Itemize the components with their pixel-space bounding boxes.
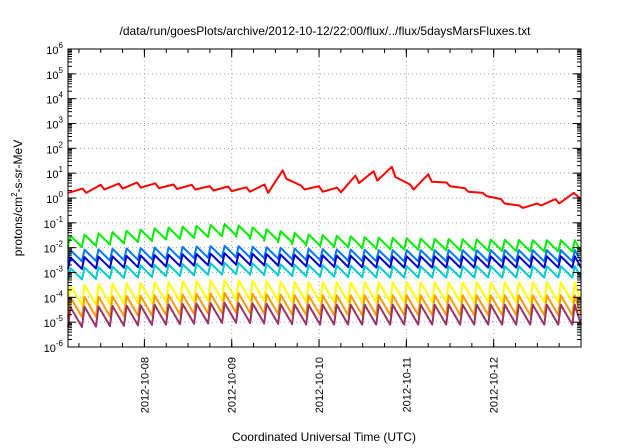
x-tick-label: 2012-10-08 — [139, 357, 151, 413]
y-tick-label: 10-6 — [44, 339, 64, 355]
series-line-1 — [67, 223, 582, 253]
series-line-3 — [67, 252, 582, 270]
x-tick-label: 2012-10-11 — [401, 357, 413, 412]
y-tick-label: 103 — [46, 116, 63, 132]
x-tick-label: 2012-10-10 — [314, 357, 326, 413]
series-line-0 — [67, 165, 582, 209]
y-tick-label: 102 — [46, 140, 63, 156]
y-tick-label: 106 — [46, 41, 63, 57]
x-tick-label: 2012-10-09 — [227, 357, 239, 413]
y-axis: 10-6 10-5 10-4 10-3 10-2 10-1 100 101 102 103 104 1… — [44, 41, 581, 355]
y-tick-label: 10-1 — [44, 215, 64, 231]
series-line-2 — [67, 244, 582, 263]
series-line-4 — [67, 261, 582, 281]
x-axis: 2012-10-08 2012-10-09 2012-10-10 2012-10-11… — [78, 49, 582, 413]
y-tick-label: 104 — [46, 91, 63, 107]
y-tick-label: 100 — [46, 190, 63, 206]
y-tick-label: 105 — [46, 66, 63, 82]
grid — [68, 49, 581, 347]
y-tick-label: 10-3 — [44, 265, 64, 281]
y-tick-label: 10-5 — [44, 314, 64, 330]
chart-title: /data/run/goesPlots/archive/2012-10-12/2… — [120, 24, 532, 38]
y-tick-label: 10-4 — [44, 289, 64, 305]
x-axis-label: Coordinated Universal Time (UTC) — [232, 430, 416, 444]
series-group — [67, 165, 582, 328]
x-tick-label: 2012-10-12 — [489, 357, 501, 413]
y-tick-label: 10-2 — [44, 240, 64, 256]
series-line-7 — [67, 301, 582, 328]
series-line-5 — [67, 279, 582, 307]
series-line-6 — [67, 292, 582, 319]
y-axis-label: protons/cm2-s-sr-MeV — [10, 140, 25, 256]
y-tick-label: 101 — [46, 165, 63, 181]
